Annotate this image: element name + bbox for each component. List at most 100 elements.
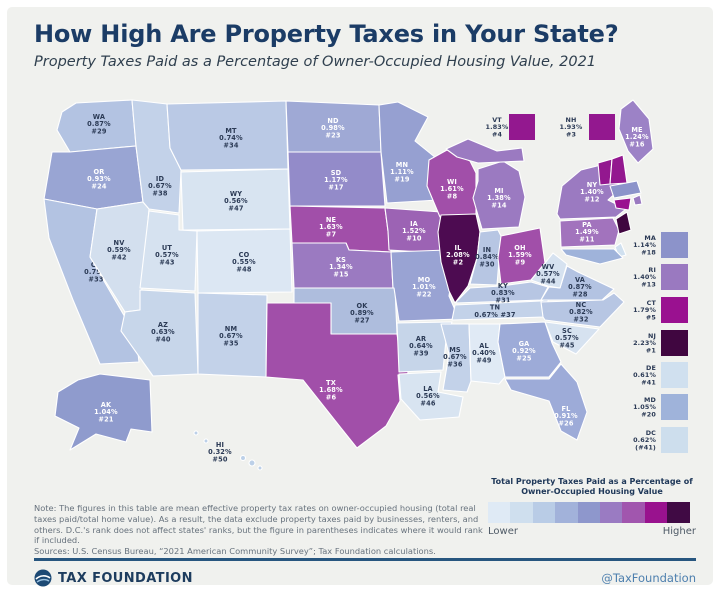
state-label-IL: IL 2.08% #2 — [446, 244, 470, 266]
state-label-AK: AK 1.04% #21 — [94, 401, 118, 423]
state-label-MT: MT 0.74% #34 — [219, 127, 243, 149]
state-label-PA: PA 1.49% #11 — [575, 221, 599, 243]
state-shape-AK — [54, 373, 153, 451]
legend-swatch-6 — [599, 502, 623, 523]
callout-label-NH: NH 1.93% #3 — [560, 116, 583, 138]
column-label-NJ: NJ 2.23% #1 — [633, 332, 656, 354]
state-shape-HI-island — [203, 438, 209, 444]
state-label-AZ: AZ 0.63% #40 — [151, 321, 175, 343]
state-shape-AZ — [120, 289, 199, 377]
legend-higher-label: Higher — [662, 526, 696, 537]
state-shape-MI-upper — [445, 138, 525, 164]
note-text: Note: The figures in this table are mean… — [34, 503, 483, 546]
state-shape-MD — [560, 248, 624, 265]
state-shape-FL — [504, 363, 588, 441]
state-label-KS: KS 1.34% #15 — [329, 256, 353, 278]
state-shape-SC — [544, 321, 600, 355]
legend-swatch-3 — [532, 502, 556, 523]
sources-text: Sources: U.S. Census Bureau, “2021 Ameri… — [34, 546, 436, 557]
column-label-MA: MA 1.14% #18 — [633, 234, 656, 256]
callout-swatch-VT — [509, 114, 535, 140]
state-shape-NC — [540, 292, 625, 328]
state-shape-HI-island — [239, 454, 247, 462]
state-label-TX: TX 1.68% #6 — [319, 379, 343, 401]
state-label-TN: TN 0.67% #37 — [474, 304, 515, 319]
state-shape-NJ — [615, 211, 632, 235]
column-label-CT: CT 1.79% #5 — [633, 299, 656, 321]
state-label-OR: OR 0.93% #24 — [87, 168, 111, 190]
state-label-NE: NE 1.63% #7 — [319, 216, 343, 238]
callout-swatch-NH — [589, 114, 615, 140]
state-label-MN: MN 1.11% #19 — [390, 161, 414, 183]
state-shape-LA — [398, 371, 464, 421]
legend-swatch-1 — [488, 502, 511, 523]
state-shape-SD — [287, 151, 386, 207]
column-swatch-RI — [661, 264, 688, 290]
footer-bar: TAX FOUNDATION @TaxFoundation — [34, 565, 696, 591]
legend-end-labels: Lower Higher — [488, 526, 696, 537]
state-shape-HI-island — [257, 465, 263, 471]
state-shape-KY — [454, 281, 549, 304]
state-label-LA: LA 0.56% #46 — [416, 385, 440, 407]
column-label-MD: MD 1.05% #20 — [633, 396, 656, 418]
tax-foundation-logo-icon — [34, 569, 52, 587]
state-shape-WV — [530, 252, 568, 289]
state-shape-IN — [469, 229, 502, 286]
state-label-MI: MI 1.38% #14 — [487, 187, 511, 209]
legend-swatch-5 — [577, 502, 600, 523]
state-label-WV: WV 0.57% #44 — [536, 263, 560, 285]
state-label-SD: SD 1.17% #17 — [324, 169, 348, 191]
state-label-OH: OH 1.59% #9 — [508, 244, 532, 266]
state-label-NV: NV 0.59% #42 — [107, 239, 131, 261]
state-shape-CO — [196, 228, 293, 294]
state-label-UT: UT 0.57% #43 — [155, 244, 179, 266]
map-legend: Total Property Taxes Paid as a Percentag… — [488, 477, 696, 537]
state-label-IN: IN 0.84% #30 — [475, 246, 499, 268]
state-shape-CT — [613, 197, 632, 211]
footer-divider — [34, 558, 696, 561]
state-label-NC: NC 0.82% #32 — [569, 301, 593, 323]
state-shape-HI-island — [193, 430, 199, 436]
state-shape-MI — [472, 160, 526, 230]
state-label-SC: SC 0.57% #45 — [555, 327, 579, 349]
state-shape-IL — [437, 213, 481, 304]
legend-lower-label: Lower — [488, 526, 518, 537]
state-shape-HI-island — [248, 459, 256, 467]
state-shape-AR — [396, 321, 453, 373]
state-label-MO: MO 1.01% #22 — [412, 276, 436, 298]
state-label-ID: ID 0.67% #38 — [148, 175, 172, 197]
twitter-handle[interactable]: @TaxFoundation — [601, 571, 696, 585]
state-label-NM: NM 0.67% #35 — [219, 325, 243, 347]
legend-swatch-8 — [644, 502, 668, 523]
state-shape-RI — [632, 194, 643, 206]
state-label-FL: FL 0.91% #26 — [554, 405, 578, 427]
column-swatch-DE — [661, 362, 688, 388]
state-label-WA: WA 0.87% #29 — [87, 113, 111, 135]
state-label-CO: CO 0.55% #48 — [232, 251, 256, 273]
state-label-NY: NY 1.40% #12 — [580, 181, 604, 203]
state-label-WY: WY 0.56% #47 — [224, 190, 248, 212]
state-shape-PA — [559, 217, 620, 248]
state-label-AR: AR 0.64% #39 — [409, 335, 433, 357]
column-swatch-CT — [661, 297, 688, 323]
state-label-IA: IA 1.52% #10 — [402, 220, 426, 242]
brand-lockup: TAX FOUNDATION — [34, 569, 193, 587]
column-swatch-NJ — [661, 330, 688, 356]
legend-color-scale — [488, 502, 696, 523]
callout-label-VT: VT 1.83% #4 — [486, 116, 509, 138]
state-label-GA: GA 0.92% #25 — [512, 340, 536, 362]
state-label-ND: ND 0.98% #23 — [321, 117, 345, 139]
state-shape-NH — [609, 154, 628, 185]
legend-swatch-4 — [555, 502, 578, 523]
state-shape-MA — [609, 180, 642, 199]
infographic-card: How High Are Property Taxes in Your Stat… — [7, 7, 713, 587]
brand-name: TAX FOUNDATION — [58, 570, 193, 586]
state-shape-TX — [265, 302, 412, 449]
state-label-VA: VA 0.87% #28 — [568, 276, 592, 298]
legend-title: Total Property Taxes Paid as a Percentag… — [491, 477, 693, 496]
state-label-ME: ME 1.24% #16 — [625, 126, 649, 148]
column-swatch-MA — [661, 232, 688, 258]
state-label-WI: WI 1.61% #8 — [440, 178, 464, 200]
state-label-MS: MS 0.67% #36 — [443, 346, 467, 368]
page-title: How High Are Property Taxes in Your Stat… — [34, 20, 619, 48]
